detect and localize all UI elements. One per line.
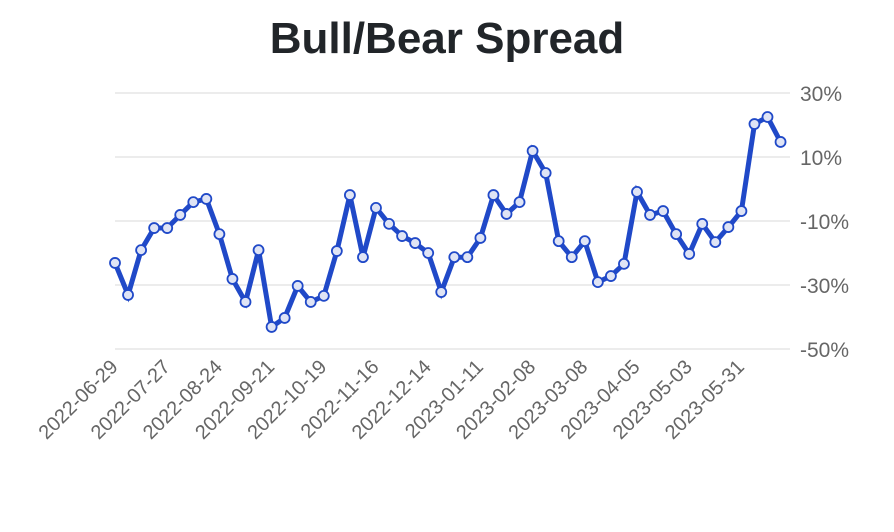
data-point[interactable] [578, 235, 591, 248]
data-point[interactable] [644, 209, 656, 221]
y-tick-label: -30% [800, 275, 849, 298]
y-tick-label: 30% [800, 83, 842, 106]
data-point[interactable] [265, 321, 278, 333]
data-point[interactable] [735, 205, 748, 217]
data-point[interactable] [383, 217, 395, 230]
data-point[interactable] [513, 196, 526, 209]
data-point[interactable] [709, 236, 722, 249]
data-point[interactable] [304, 296, 317, 308]
y-tick-label: -50% [800, 339, 849, 362]
data-point[interactable] [174, 209, 187, 221]
data-point[interactable] [631, 185, 643, 198]
data-point[interactable] [448, 251, 461, 264]
data-point[interactable] [552, 235, 565, 248]
data-point[interactable] [435, 286, 448, 298]
data-point[interactable] [565, 251, 578, 264]
data-point[interactable] [122, 289, 134, 301]
data-point[interactable] [461, 251, 474, 264]
data-point[interactable] [317, 289, 330, 302]
data-point[interactable] [683, 248, 696, 260]
data-point[interactable] [657, 205, 669, 217]
data-point[interactable] [135, 244, 148, 257]
y-axis: 30% 10% -10% -30% -50% [800, 83, 849, 362]
y-tick-label: -10% [800, 211, 849, 234]
data-point[interactable] [239, 296, 252, 308]
data-point[interactable] [487, 189, 500, 201]
data-point[interactable] [370, 201, 382, 214]
data-point[interactable] [422, 247, 435, 259]
data-point[interactable] [161, 222, 174, 234]
data-point[interactable] [213, 228, 226, 241]
x-axis: 2022-06-292022-07-272022-08-242022-09-21… [35, 356, 749, 444]
data-point[interactable] [200, 193, 213, 205]
data-point[interactable] [252, 244, 265, 257]
data-point[interactable] [761, 111, 774, 123]
data-point[interactable] [357, 251, 369, 264]
data-point[interactable] [187, 196, 200, 209]
data-point[interactable] [605, 270, 617, 282]
data-point[interactable] [474, 232, 487, 244]
data-point[interactable] [343, 189, 356, 201]
gridlines [115, 92, 790, 350]
series-line [112, 113, 783, 332]
data-series [109, 111, 787, 333]
data-point[interactable] [670, 228, 683, 241]
data-point[interactable] [226, 273, 239, 285]
data-point[interactable] [291, 280, 304, 292]
data-point[interactable] [539, 167, 552, 179]
data-point[interactable] [748, 118, 761, 130]
data-point[interactable] [396, 230, 409, 242]
data-point[interactable] [526, 145, 539, 157]
data-point[interactable] [722, 221, 735, 233]
data-point[interactable] [696, 217, 709, 230]
data-point[interactable] [500, 208, 513, 220]
data-point[interactable] [774, 136, 787, 148]
data-point[interactable] [148, 222, 161, 234]
data-point[interactable] [109, 257, 121, 269]
data-point[interactable] [618, 257, 630, 270]
data-point[interactable] [278, 312, 291, 324]
data-point[interactable] [330, 245, 343, 257]
data-point[interactable] [591, 276, 604, 289]
y-tick-label: 10% [800, 147, 842, 170]
data-point[interactable] [409, 237, 422, 249]
chart-title: Bull/Bear Spread [269, 14, 625, 63]
